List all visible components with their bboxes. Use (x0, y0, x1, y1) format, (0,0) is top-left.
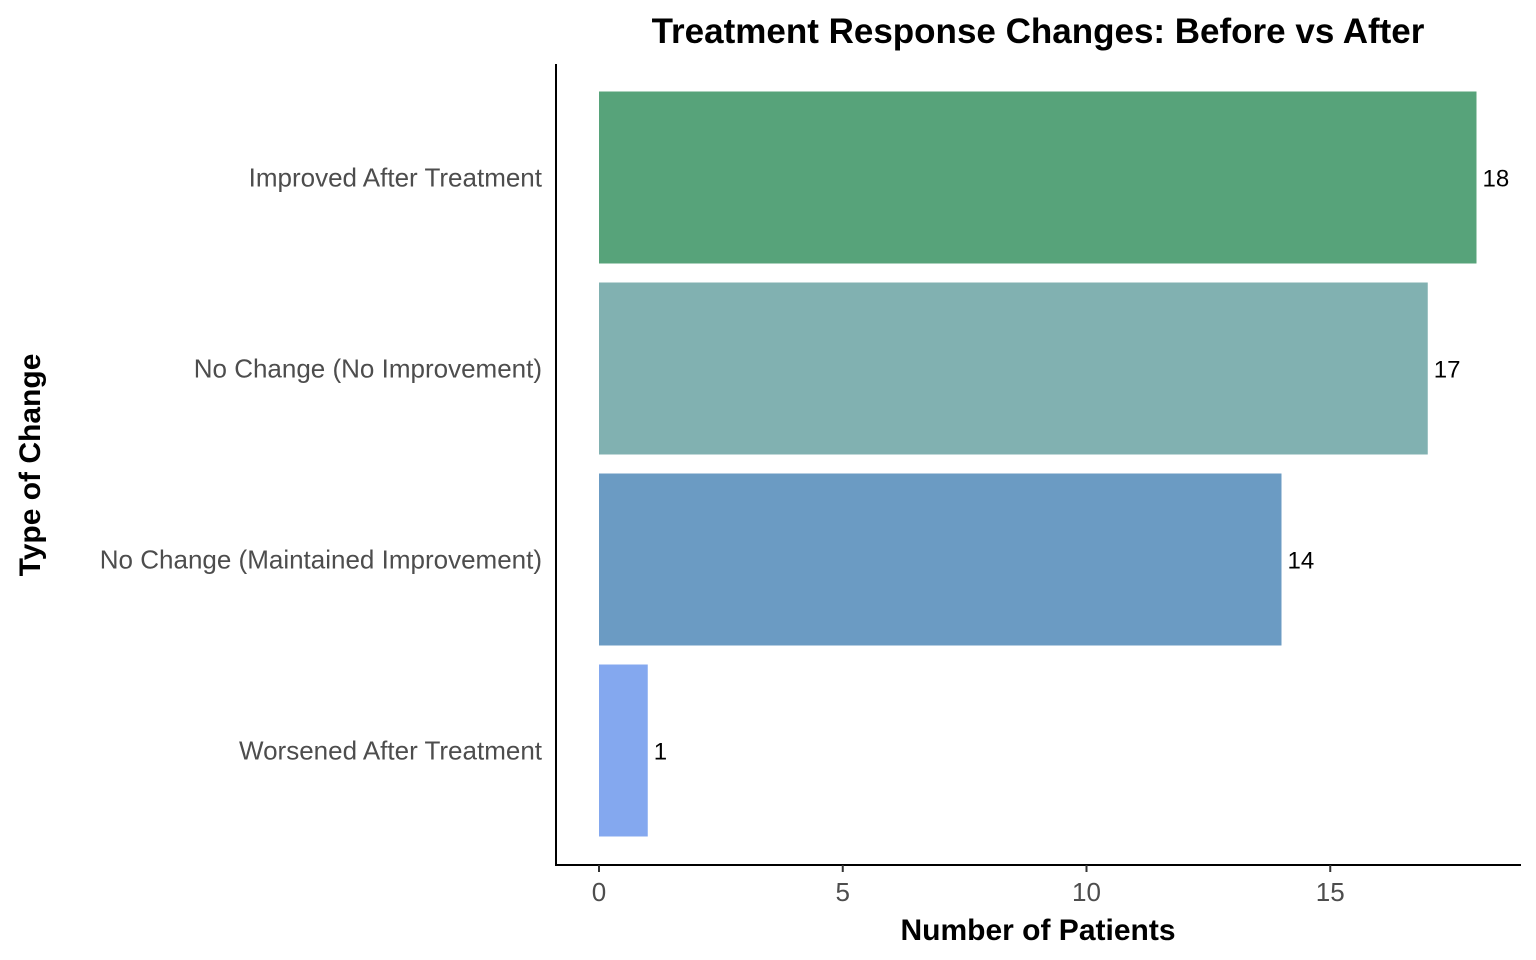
data-label-3: 1 (654, 739, 667, 766)
data-label-0: 18 (1483, 166, 1510, 193)
bar-2 (599, 473, 1282, 646)
x-axis-ticks: 0 5 10 15 (592, 865, 1345, 907)
data-label-2: 14 (1288, 548, 1315, 575)
category-label-3: Worsened After Treatment (239, 736, 543, 766)
x-tick-label-0: 0 (592, 877, 606, 907)
bar-3 (599, 664, 648, 837)
category-label-1: No Change (No Improvement) (194, 354, 542, 384)
category-label-0: Improved After Treatment (249, 163, 543, 193)
category-label-2: No Change (Maintained Improvement) (100, 545, 542, 575)
data-labels: 18 17 14 1 (654, 166, 1509, 766)
data-label-1: 17 (1434, 357, 1461, 384)
bar-0 (599, 91, 1477, 264)
x-tick-label-2: 10 (1072, 877, 1101, 907)
chart-title: Treatment Response Changes: Before vs Af… (652, 12, 1425, 51)
bar-1 (599, 282, 1428, 455)
category-labels: Improved After Treatment No Change (No Im… (100, 163, 543, 766)
y-axis-title: Type of Change (14, 354, 47, 577)
bars-group (599, 91, 1477, 837)
x-tick-label-3: 15 (1316, 877, 1345, 907)
x-axis-title: Number of Patients (900, 914, 1175, 947)
x-tick-label-1: 5 (836, 877, 850, 907)
